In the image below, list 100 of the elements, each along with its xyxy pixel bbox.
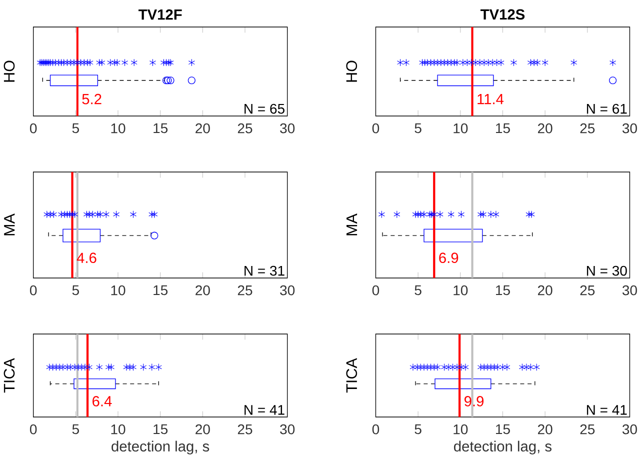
point	[485, 58, 492, 66]
point	[80, 58, 88, 66]
point	[499, 363, 506, 371]
x-tick-label: 15	[496, 424, 510, 434]
point	[83, 210, 90, 218]
point	[149, 58, 156, 66]
x-tick-label: 5	[72, 123, 79, 134]
point	[122, 58, 128, 66]
point	[50, 363, 56, 371]
point	[420, 363, 428, 371]
point	[102, 210, 110, 218]
point	[427, 58, 434, 66]
y-axis-title: HO	[4, 60, 15, 82]
point	[412, 210, 419, 218]
point	[105, 363, 112, 371]
point	[89, 210, 96, 218]
x-tick-label: 0	[30, 285, 37, 296]
point	[417, 210, 424, 218]
point	[444, 58, 451, 66]
point	[86, 210, 92, 218]
point	[108, 363, 114, 371]
point	[397, 58, 404, 66]
point	[510, 58, 518, 66]
point	[70, 58, 78, 66]
point	[454, 58, 460, 66]
point	[424, 58, 431, 66]
x-tick-label: 5	[414, 285, 422, 296]
point	[414, 210, 422, 218]
point	[64, 210, 70, 218]
point	[160, 58, 167, 66]
x-tick-label: 10	[111, 285, 126, 296]
point	[50, 58, 56, 66]
ref-line-label: 6.4	[92, 396, 112, 406]
point	[472, 58, 479, 66]
point	[484, 363, 491, 371]
x-tick-label: 20	[196, 123, 210, 134]
ref-line-label: 11.4	[478, 94, 504, 104]
x-tick-label: 30	[280, 285, 295, 296]
point	[36, 58, 44, 66]
x-tick-label: 20	[196, 424, 210, 434]
point	[450, 363, 456, 371]
point	[60, 363, 66, 371]
x-tick-label: 5	[414, 424, 422, 434]
x-tick-label: 30	[280, 123, 295, 134]
point	[458, 363, 465, 371]
point	[394, 210, 400, 218]
x-tick-label: 20	[538, 424, 552, 434]
x-tick-label: 0	[30, 424, 37, 434]
point	[58, 58, 65, 66]
point	[430, 363, 438, 371]
point	[530, 58, 538, 66]
point	[420, 210, 428, 218]
point	[477, 210, 484, 218]
x-tick-label: 10	[111, 123, 126, 134]
point	[67, 58, 74, 66]
annotation: N = 61	[586, 104, 627, 114]
x-tick-label: 10	[454, 285, 468, 296]
x-tick-label: 0	[372, 285, 380, 296]
x-tick-label: 15	[496, 285, 510, 296]
point	[84, 58, 91, 66]
y-axis-title: HO	[346, 60, 358, 82]
point	[480, 363, 488, 371]
point	[494, 58, 500, 66]
point	[441, 363, 448, 371]
point	[52, 58, 59, 66]
x-tick-label: 15	[154, 285, 168, 296]
point	[96, 363, 103, 371]
y-axis-title: MA	[346, 214, 358, 236]
x-tick-label: 25	[238, 123, 252, 134]
x-tick-label: 20	[538, 285, 552, 296]
point	[533, 363, 540, 371]
point	[74, 363, 82, 371]
point	[151, 210, 158, 218]
point	[64, 58, 70, 66]
point	[417, 363, 424, 371]
point	[436, 210, 444, 218]
point	[113, 210, 120, 218]
point	[140, 363, 147, 371]
x-tick-label: 25	[580, 123, 595, 134]
point	[94, 210, 101, 218]
point	[434, 58, 441, 66]
annotation: N = 30	[586, 266, 627, 276]
point	[86, 58, 94, 66]
point	[130, 58, 138, 66]
point	[438, 58, 444, 66]
annotation: N = 31	[244, 266, 284, 276]
ref-line-label: 5.2	[82, 94, 102, 104]
point	[78, 363, 85, 371]
point	[468, 58, 475, 66]
point	[378, 210, 385, 218]
point	[72, 210, 78, 218]
x-tick-label: 15	[154, 424, 168, 434]
y-axis-title: TICA	[346, 358, 358, 393]
point	[430, 58, 438, 66]
point	[441, 58, 448, 66]
point	[47, 58, 54, 66]
x-tick-label: 25	[238, 285, 252, 296]
x-tick-label: 10	[454, 123, 468, 134]
x-tick-label: 20	[196, 285, 210, 296]
point	[527, 363, 534, 371]
